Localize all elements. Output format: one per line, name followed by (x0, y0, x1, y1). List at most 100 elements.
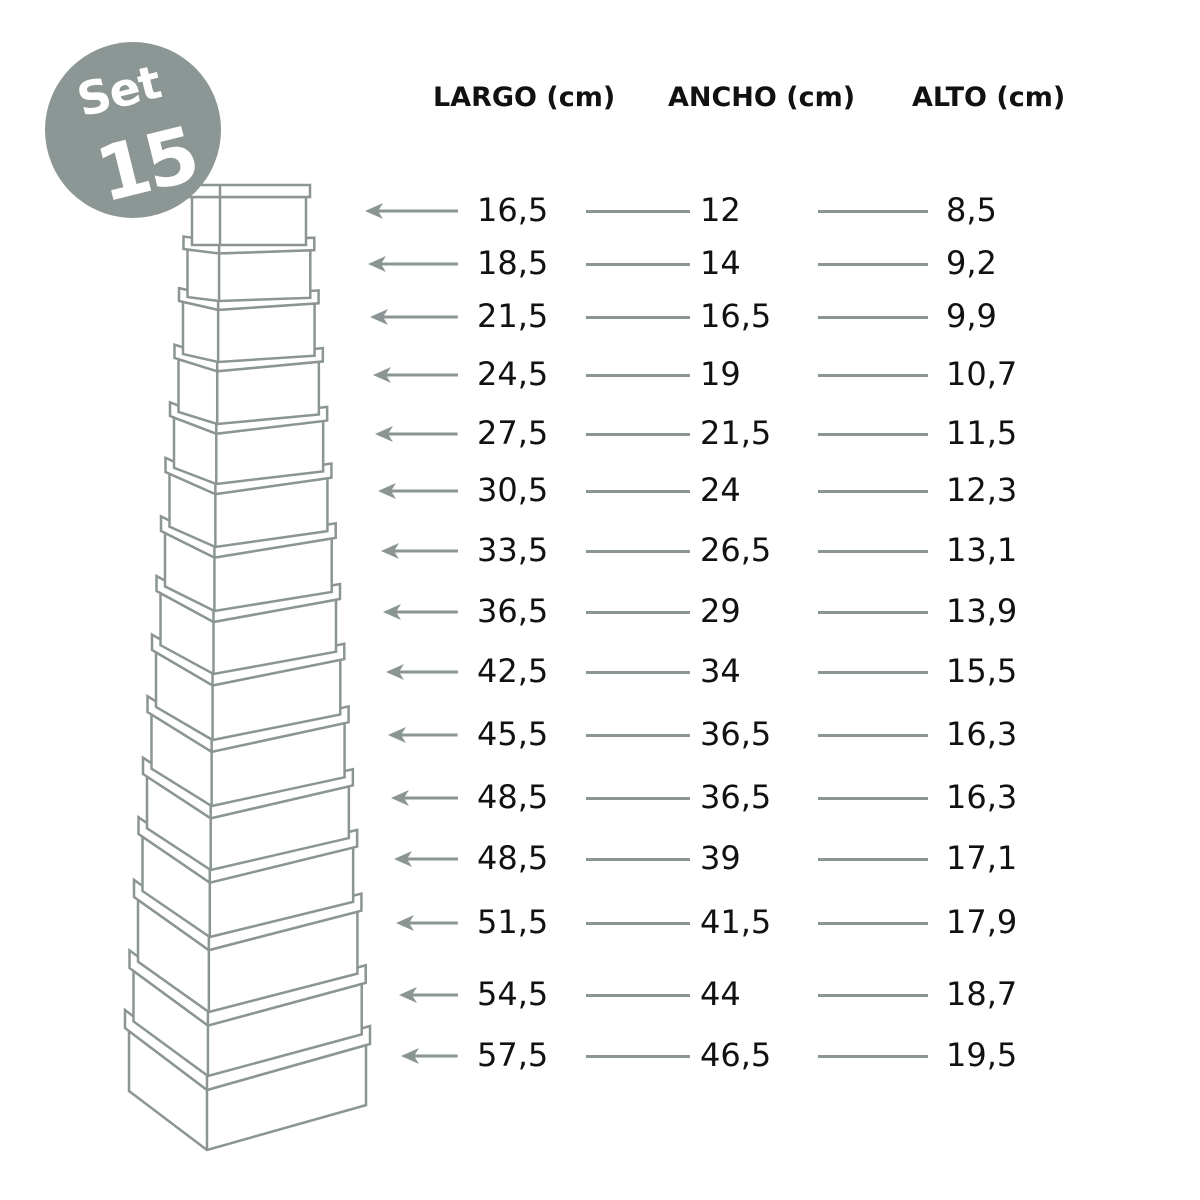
connector-line (818, 263, 928, 266)
alto-value: 16,3 (946, 715, 1018, 753)
connector-line (586, 858, 690, 861)
connector-line (586, 550, 690, 553)
largo-value: 36,5 (477, 592, 549, 630)
largo-value: 24,5 (477, 355, 549, 393)
dimension-row: 30,5 24 12,3 (0, 470, 1200, 510)
ancho-value: 26,5 (700, 531, 772, 569)
alto-value: 10,7 (946, 355, 1018, 393)
connector-line (818, 994, 928, 997)
connector-line (818, 316, 928, 319)
header-ancho: ANCHO (cm) (668, 82, 856, 113)
gift-box (186, 183, 312, 247)
ancho-value: 34 (700, 652, 741, 690)
dimension-row: 18,5 14 9,2 (0, 243, 1200, 283)
alto-value: 18,7 (946, 975, 1018, 1013)
ancho-value: 24 (700, 471, 741, 509)
ancho-value: 39 (700, 839, 741, 877)
ancho-value: 46,5 (700, 1036, 772, 1074)
largo-value: 16,5 (477, 191, 549, 229)
alto-value: 11,5 (946, 414, 1018, 452)
connector-line (586, 1055, 690, 1058)
arrow-left-icon (385, 664, 458, 680)
ancho-value: 21,5 (700, 414, 772, 452)
connector-line (586, 671, 690, 674)
dimension-row: 48,5 39 17,1 (0, 838, 1200, 878)
header-alto: ALTO (cm) (912, 82, 1066, 113)
arrow-left-icon (396, 915, 458, 931)
ancho-value: 41,5 (700, 903, 772, 941)
largo-value: 42,5 (477, 652, 549, 690)
arrow-left-icon (388, 727, 458, 743)
arrow-left-icon (372, 367, 458, 383)
ancho-value: 16,5 (700, 297, 772, 335)
arrow-left-icon (375, 426, 458, 442)
connector-line (586, 374, 690, 377)
arrow-left-icon (391, 790, 458, 806)
alto-value: 16,3 (946, 778, 1018, 816)
ancho-value: 36,5 (700, 778, 772, 816)
alto-value: 15,5 (946, 652, 1018, 690)
largo-value: 48,5 (477, 839, 549, 877)
connector-line (586, 210, 690, 213)
set-badge: Set 15 (45, 42, 221, 220)
arrow-left-icon (398, 987, 458, 1003)
connector-line (818, 922, 928, 925)
alto-value: 12,3 (946, 471, 1018, 509)
dimension-row: 27,5 21,5 11,5 (0, 413, 1200, 453)
largo-value: 48,5 (477, 778, 549, 816)
connector-line (818, 858, 928, 861)
connector-line (818, 1055, 928, 1058)
connector-line (586, 797, 690, 800)
connector-line (586, 734, 690, 737)
largo-value: 27,5 (477, 414, 549, 452)
connector-line (818, 374, 928, 377)
dimension-row: 21,5 16,5 9,9 (0, 296, 1200, 336)
gift-box (159, 514, 337, 613)
alto-value: 17,1 (946, 839, 1018, 877)
arrow-left-icon (393, 851, 458, 867)
header-largo: LARGO (cm) (433, 82, 616, 113)
alto-value: 8,5 (946, 191, 997, 229)
arrow-left-icon (378, 483, 458, 499)
largo-value: 45,5 (477, 715, 549, 753)
alto-value: 19,5 (946, 1036, 1018, 1074)
dimension-row: 57,5 46,5 19,5 (0, 1035, 1200, 1075)
connector-line (818, 433, 928, 436)
arrow-left-icon (401, 1048, 458, 1064)
alto-value: 13,9 (946, 592, 1018, 630)
dimension-row: 16,5 12 8,5 (0, 190, 1200, 230)
connector-line (586, 994, 690, 997)
alto-value: 9,2 (946, 244, 997, 282)
connector-line (586, 611, 690, 614)
ancho-value: 44 (700, 975, 741, 1013)
alto-value: 9,9 (946, 297, 997, 335)
dimension-row: 45,5 36,5 16,3 (0, 714, 1200, 754)
connector-line (818, 734, 928, 737)
ancho-value: 12 (700, 191, 741, 229)
connector-line (818, 797, 928, 800)
gift-box (123, 1007, 372, 1152)
ancho-value: 14 (700, 244, 741, 282)
alto-value: 17,9 (946, 903, 1018, 941)
largo-value: 30,5 (477, 471, 549, 509)
connector-line (586, 316, 690, 319)
dimension-row: 33,5 26,5 13,1 (0, 530, 1200, 570)
arrow-left-icon (380, 543, 458, 559)
connector-line (586, 922, 690, 925)
connector-line (818, 550, 928, 553)
dimension-row: 54,5 44 18,7 (0, 974, 1200, 1014)
dimension-row: 36,5 29 13,9 (0, 591, 1200, 631)
largo-value: 54,5 (477, 975, 549, 1013)
arrow-left-icon (367, 256, 458, 272)
gift-box (146, 693, 350, 808)
connector-line (818, 611, 928, 614)
largo-value: 33,5 (477, 531, 549, 569)
dimension-row: 48,5 36,5 16,3 (0, 777, 1200, 817)
connector-line (818, 671, 928, 674)
alto-value: 13,1 (946, 531, 1018, 569)
arrow-left-icon (365, 203, 458, 219)
gift-box (141, 755, 355, 872)
dimension-row: 42,5 34 15,5 (0, 651, 1200, 691)
largo-value: 57,5 (477, 1036, 549, 1074)
largo-value: 51,5 (477, 903, 549, 941)
